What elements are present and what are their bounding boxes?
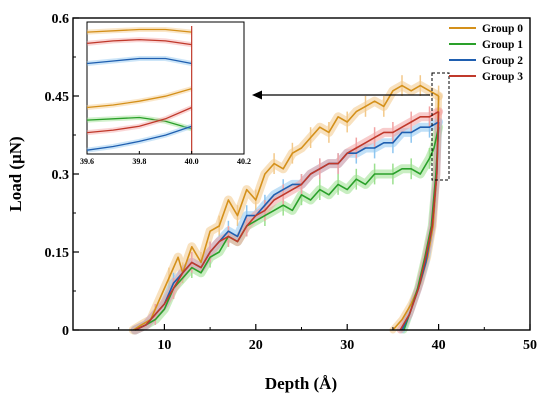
x-tick-label: 10: [157, 338, 171, 353]
group-0-loading-line: [132, 84, 439, 331]
x-axis-title: Depth (Å): [265, 374, 337, 393]
inset-ticks: 39.6 39.8 40.0 40.2: [80, 151, 251, 166]
inset-group-0-line: [86, 87, 192, 109]
series-lines: [132, 84, 440, 331]
x-tick-label: 30: [340, 338, 354, 353]
y-tick-label: 0.3: [52, 168, 70, 183]
axis-ticks: 10 20 30 40 50 0 0.15 0.3 0.45 0.6: [45, 12, 538, 353]
group-1-loading-line: [134, 127, 440, 331]
zoom-arrow-head: [252, 90, 262, 100]
inset-group-2-line: [86, 57, 192, 65]
inset-x-tick-label: 40.2: [237, 157, 251, 166]
inset-zoom: 39.6 39.8 40.0 40.2: [80, 21, 251, 166]
y-tick-label: 0.6: [52, 12, 70, 27]
y-axis-title: Load (μN): [6, 136, 25, 211]
inset-group-0-line: [86, 28, 192, 33]
zoom-region-box: [431, 72, 450, 181]
inset-lines: [86, 26, 193, 154]
inset-group-3-line: [86, 38, 192, 46]
legend: Group 0 Group 1 Group 2 Group 3: [449, 23, 523, 83]
group-3-unloading-line: [399, 111, 440, 331]
inset-x-tick-label: 39.6: [80, 157, 94, 166]
y-tick-label: 0.15: [45, 246, 70, 261]
y-tick-label: 0.45: [45, 90, 70, 105]
inset-frame: [86, 21, 245, 155]
legend-label-group-2: Group 2: [482, 55, 523, 67]
legend-label-group-1: Group 1: [482, 39, 523, 51]
legend-label-group-3: Group 3: [482, 71, 523, 83]
x-tick-label: 20: [249, 338, 263, 353]
inset-group-3-line: [86, 106, 192, 134]
x-tick-label: 40: [432, 338, 446, 353]
inset-x-tick-label: 40.0: [185, 157, 199, 166]
legend-label-group-0: Group 0: [482, 23, 523, 35]
y-tick-label: 0: [62, 324, 69, 339]
x-tick-label: 50: [523, 338, 537, 353]
inset-group-2-line: [86, 125, 192, 151]
inset-x-tick-label: 39.8: [132, 157, 146, 166]
group-3-loading-line: [134, 110, 439, 331]
inset-group-1-line: [86, 116, 192, 130]
